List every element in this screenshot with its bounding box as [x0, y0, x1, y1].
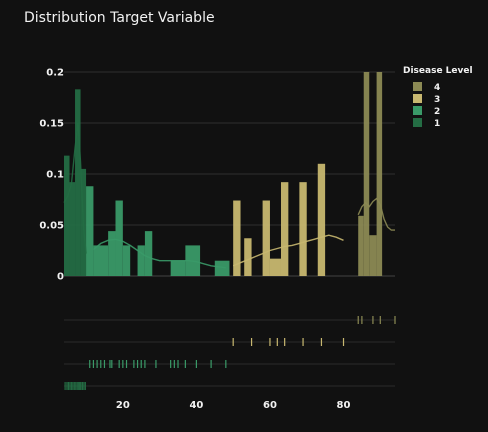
y-tick-label: 0.15 [39, 119, 64, 130]
histogram-bar-level-1[interactable] [64, 155, 70, 276]
legend-label-level-4[interactable]: 4 [434, 83, 440, 93]
legend-swatch-level-1[interactable] [413, 118, 422, 127]
legend-label-level-1[interactable]: 1 [434, 119, 440, 129]
histogram-bar-level-2[interactable] [122, 245, 131, 276]
legend-swatch-level-4[interactable] [413, 82, 422, 91]
histogram-bar-level-2[interactable] [214, 260, 230, 276]
histogram-bar-level-2[interactable] [93, 245, 109, 276]
axis-layer: 0 0.05 0.1 0.15 0.2 20 40 60 80 [39, 68, 350, 412]
y-tick-label: 0.05 [39, 221, 64, 232]
legend-swatch-level-3[interactable] [413, 94, 422, 103]
legend-swatch-level-2[interactable] [413, 106, 422, 115]
kde-curve-level-3 [232, 234, 344, 267]
histogram-bar-level-2[interactable] [86, 186, 94, 276]
histogram-bar-level-4[interactable] [358, 215, 364, 276]
histogram-bar-level-4[interactable] [363, 72, 370, 276]
histogram-bar-level-2[interactable] [170, 260, 186, 276]
histogram-bar-level-4[interactable] [369, 235, 377, 276]
legend-items: 4 3 2 1 [413, 82, 440, 129]
histogram-bar-level-1[interactable] [69, 182, 76, 276]
histogram-bar-level-2[interactable] [144, 231, 153, 276]
histogram-bar-level-3[interactable] [317, 163, 326, 276]
grid-layer [64, 71, 395, 387]
histogram-bar-level-3[interactable] [262, 200, 270, 276]
legend-label-level-2[interactable]: 2 [434, 107, 440, 117]
kde-curve-level-4 [357, 197, 395, 231]
y-tick-label: 0.2 [46, 68, 64, 79]
histogram-bar-level-3[interactable] [233, 200, 241, 276]
kde-curve-level-1 [63, 122, 87, 254]
histogram-bar-level-3[interactable] [269, 258, 281, 276]
x-tick-label: 80 [337, 400, 351, 411]
histogram-bar-level-4[interactable] [376, 72, 383, 276]
kde-curve-level-2 [92, 238, 226, 269]
chart-title: Distribution Target Variable [24, 10, 215, 26]
histogram-bar-level-2[interactable] [137, 245, 145, 276]
y-tick-label: 0 [57, 272, 64, 283]
legend-title: Disease Level [403, 66, 473, 76]
rug-layer [64, 316, 396, 390]
histogram-bar-level-2[interactable] [115, 200, 123, 276]
y-tick-label: 0.1 [46, 170, 64, 181]
histogram-bar-level-3[interactable] [299, 182, 307, 276]
legend[interactable]: Disease Level 4 3 2 1 [403, 66, 473, 129]
x-tick-label: 20 [116, 400, 130, 411]
histogram-bar-level-3[interactable] [280, 182, 289, 276]
histogram-bar-level-2[interactable] [108, 231, 116, 276]
histogram-bar-level-1[interactable] [75, 89, 81, 276]
histogram-bar-level-3[interactable] [244, 238, 252, 276]
x-tick-label: 40 [189, 400, 203, 411]
legend-label-level-3[interactable]: 3 [434, 95, 440, 105]
kde-layer [63, 122, 395, 269]
x-tick-label: 60 [263, 400, 277, 411]
